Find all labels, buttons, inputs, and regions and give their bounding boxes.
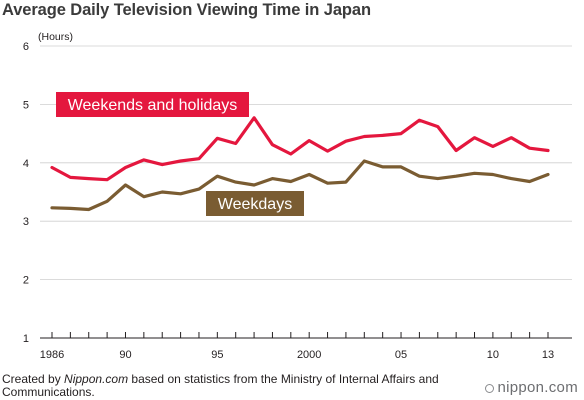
nippon-logo: nippon.com [485,379,578,396]
series-label-box-1 [56,92,249,117]
series-label-box-2 [206,191,304,216]
line-chart: (Hours) 1 2 3 4 5 6 1986 90 95 2000 05 10 13 Weekends … [23,31,572,361]
y-axis-label: (Hours) [38,31,73,43]
x-tick-label: 13 [542,349,554,361]
source-note: Created by Nippon.com based on statistic… [2,373,472,399]
y-tick-label: 5 [23,99,29,111]
y-tick-label: 6 [23,41,29,53]
series-line-2 [50,159,550,212]
x-tick-label: 1986 [40,349,64,361]
x-tick-label: 90 [119,349,131,361]
source-site: Nippon.com [64,372,129,386]
y-tick-label: 1 [23,333,29,345]
chart-title: Average Daily Television Viewing Time in… [2,1,371,19]
x-tick-label: 10 [487,349,499,361]
series-line-1 [50,116,550,182]
y-tick-label: 3 [23,216,29,228]
source-prefix: Created by [2,372,65,386]
x-tick-label: 95 [211,349,223,361]
logo-circle-icon [485,384,495,393]
y-tick-label: 2 [23,275,29,287]
x-tick-label: 05 [395,349,407,361]
x-tick-label: 2000 [297,349,321,361]
series-label-2: Weekdays [218,196,292,213]
y-tick-label: 4 [23,158,29,170]
series-label-1: Weekends and holidays [68,97,238,114]
logo-text: nippon.com [497,379,578,396]
source-text: based on statistics from the Ministry of… [2,372,439,399]
